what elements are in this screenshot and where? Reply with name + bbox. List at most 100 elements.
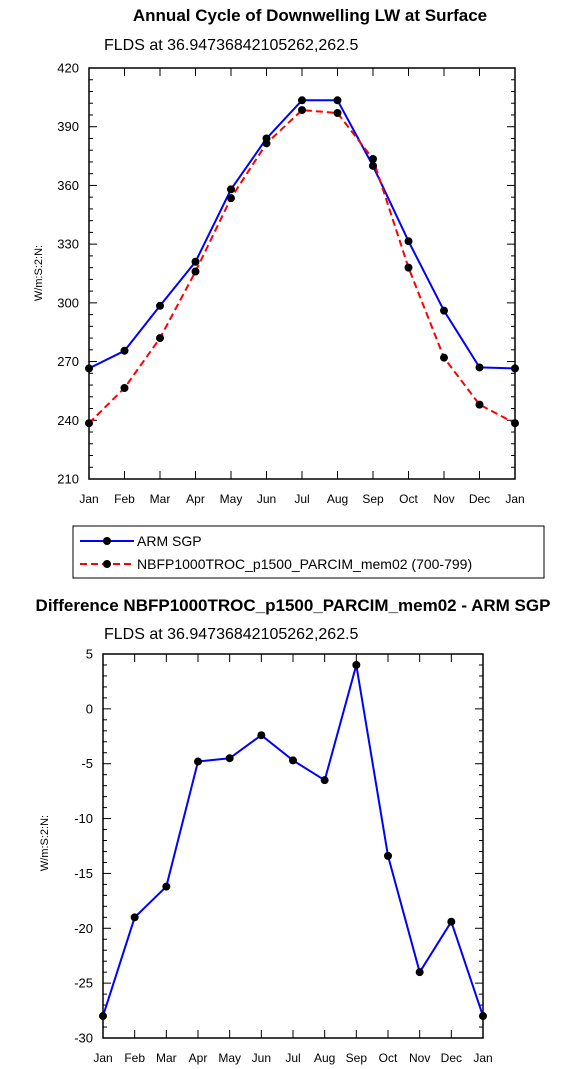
chart1-series-line-1 [88,109,516,425]
chart2-subtitle: FLDS at 36.94736842105262,262.5 [104,626,359,643]
chart2-xtick-label: Mar [156,1051,177,1065]
chart1-series-0-point [475,363,484,372]
chart2-xtick-label: Jun [252,1051,271,1065]
chart1-xtick-label: Sep [362,492,384,506]
chart1-series-0-point [156,301,164,310]
chart2-xtick-label: Oct [379,1051,398,1065]
chart1-ytick-label: 330 [57,237,79,252]
chart2-ytick-label: 0 [86,701,93,716]
chart2-ytick-label: 5 [86,647,93,662]
chart2-title: Difference NBFP1000TROC_p1500_PARCIM_mem… [36,596,551,615]
chart1-ytick-label: 390 [57,119,79,134]
chart1-series-1-point [333,109,342,118]
chart1-series-0-point [333,96,342,105]
chart2-ytick-label: -15 [74,866,93,881]
chart2-ytick-label: -10 [74,811,93,826]
chart1-xtick-label: Nov [433,492,454,506]
chart1-series-0-point [298,96,306,105]
chart1-xtick-label: Jan [79,492,98,506]
chart2-series [99,660,487,1021]
chart1-series-0-point [511,364,519,373]
chart2-xtick-label: Jul [285,1051,300,1065]
chart1-xtick-label: Jan [505,492,524,506]
legend-label-arm: ARM SGP [137,533,202,549]
chart2-xtick-label: Dec [441,1051,462,1065]
chart1-ytick-label: 210 [57,472,79,487]
legend-marker-arm [103,537,111,545]
chart2-series-0-point [162,882,171,891]
legend-marker-model [103,560,111,568]
chart2-xtick-label: Feb [124,1051,145,1065]
chart1-series [85,96,519,428]
chart2-ytick-label: -30 [74,1031,93,1046]
legend-box [72,525,545,579]
chart1-series-1-point [227,194,235,203]
chart-difference: Difference NBFP1000TROC_p1500_PARCIM_mem… [36,596,551,1065]
chart2-ytick-label: -25 [74,976,93,991]
chart1-series-0-point [120,346,129,355]
chart2-series-0-point [99,1012,107,1021]
chart2-xtick-label: Apr [189,1051,208,1065]
chart1-series-0-point [227,185,235,194]
chart1-subtitle: FLDS at 36.94736842105262,262.5 [104,37,359,54]
chart2-xtick-label: Sep [346,1051,368,1065]
chart2-series-0-point [479,1012,487,1021]
legend: ARM SGP NBFP1000TROC_p1500_PARCIM_mem02 … [72,525,545,579]
chart2-series-0-point [257,731,266,740]
chart1-series-1-point [475,400,484,409]
chart2-series-0-point [320,776,329,785]
chart1-ytick-label: 270 [57,354,79,369]
chart2-ylabel: W/m:S:2:N: [39,815,51,871]
chart1-ytick-label: 300 [57,295,79,310]
chart1-series-0-point [191,257,200,266]
chart1-series-1-point [262,139,271,148]
chart1-series-1-point [120,383,129,392]
chart1-xtick-label: Feb [114,492,135,506]
chart1-ytick-label: 360 [57,178,79,193]
chart2-xtick-label: Nov [409,1051,430,1065]
chart2-ytick-label: -5 [81,756,93,771]
chart1-series-1-point [298,106,306,115]
chart2-series-0-point [415,968,424,977]
chart1-xtick-label: Dec [469,492,490,506]
chart1-series-0-point [440,306,448,315]
chart1-series-1-point [511,419,519,428]
chart2-series-0-point [352,660,361,669]
chart1-series-0-point [85,364,93,373]
chart1-series-0-point [404,237,413,246]
chart1-xtick-label: Oct [399,492,418,506]
chart2-ytick-label: -20 [74,921,93,936]
chart1-series-line-0 [88,99,516,370]
chart2-xtick-label: Jan [93,1051,112,1065]
chart1-xtick-label: May [220,492,243,506]
chart-annual-cycle: Annual Cycle of Downwelling LW at Surfac… [33,6,525,506]
chart2-series-0-point [384,851,392,860]
chart2-series-0-point [130,913,139,922]
chart2-plot-frame [102,653,484,1039]
chart1-series-0-point [369,161,377,170]
chart2-series-0-point [289,756,297,765]
chart1-xtick-label: Jun [257,492,276,506]
chart2-xtick-label: May [218,1051,241,1065]
chart1-ticks: 210 240 270 300 330 360 390 420 Jan Feb Mar Apr May J… [57,61,524,507]
chart2-xtick-label: Jan [473,1051,492,1065]
chart1-xtick-label: Apr [186,492,205,506]
legend-label-model: NBFP1000TROC_p1500_PARCIM_mem02 (700-799… [137,556,472,572]
chart2-series-0-point [225,754,234,763]
chart1-xtick-label: Aug [327,492,348,506]
chart1-xtick-label: Mar [150,492,171,506]
chart1-series-1-point [85,419,93,428]
chart1-xtick-label: Jul [294,492,309,506]
chart1-series-1-point [156,334,164,343]
chart1-ylabel: W/m:S:2:N: [33,245,45,301]
chart1-series-1-point [404,263,413,272]
chart2-series-line-0 [102,664,484,1017]
chart1-ytick-label: 240 [57,413,79,428]
chart2-ticks: -30 -25 -20 -15 -10 -5 0 5 Jan Feb Mar Apr May Jun Jul… [74,647,492,1066]
chart2-xtick-label: Aug [314,1051,335,1065]
chart1-series-1-point [369,155,377,164]
chart2-series-0-point [194,757,202,766]
chart1-series-1-point [440,353,448,362]
chart1-ytick-label: 420 [57,61,79,76]
